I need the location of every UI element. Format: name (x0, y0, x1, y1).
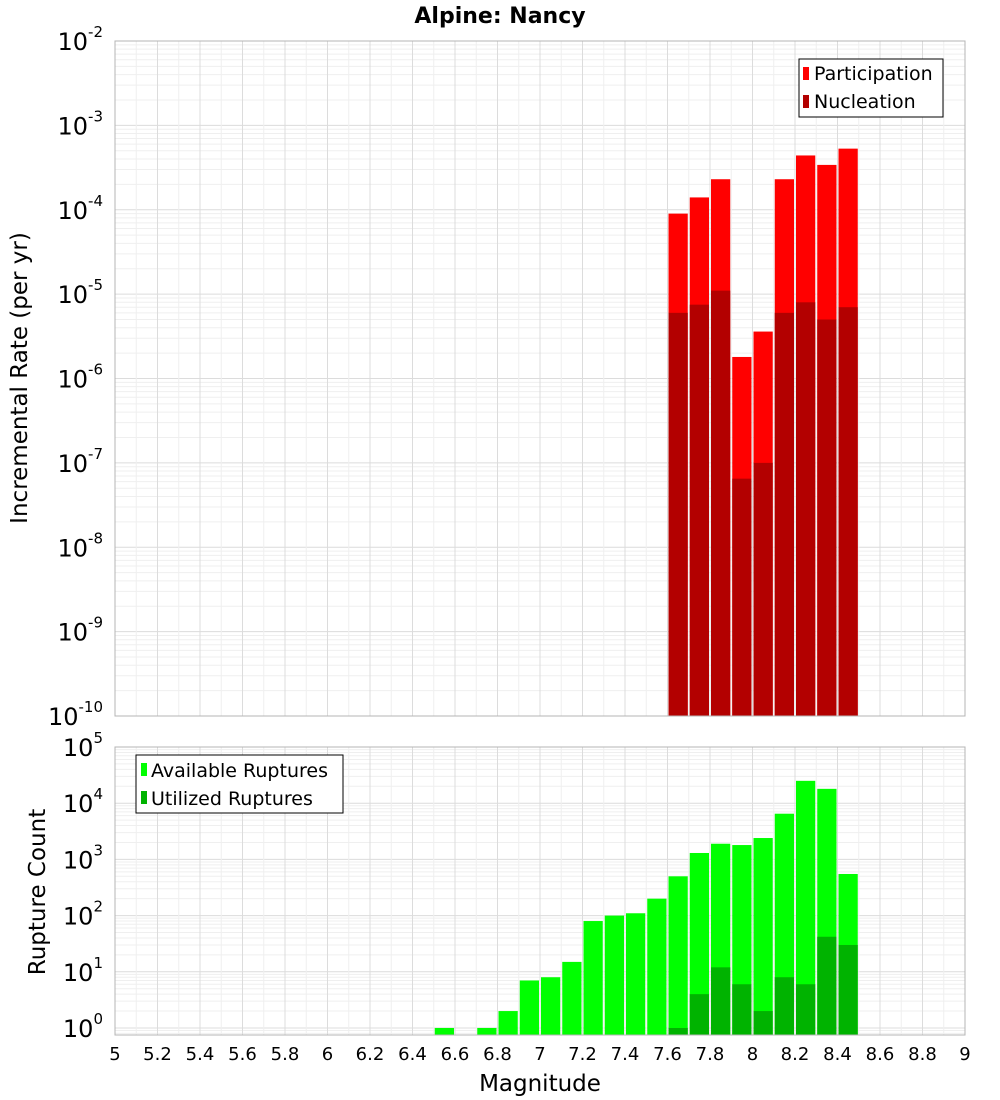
bottom-y-tick-label: 101 (63, 954, 103, 987)
x-tick-label: 5.6 (228, 1044, 257, 1065)
x-tick-label: 8.8 (908, 1044, 937, 1065)
bottom-bar-available-ruptures (519, 980, 539, 1035)
x-tick-label: 7.6 (653, 1044, 682, 1065)
bottom-bar-utilized-ruptures (668, 1027, 688, 1035)
legend-swatch-available (141, 763, 147, 776)
bottom-y-tick-label: 100 (63, 1010, 103, 1043)
x-tick-label: 8 (747, 1044, 758, 1065)
top-bar-nucleation (689, 304, 709, 716)
bottom-y-axis-title: Rupture Count (25, 809, 51, 975)
x-tick-label: 6.2 (356, 1044, 385, 1065)
legend-label-nucleation: Nucleation (814, 91, 916, 113)
x-tick-label: 5.4 (186, 1044, 215, 1065)
top-legend: Participation Nucleation (798, 58, 944, 118)
top-bar-nucleation (817, 319, 837, 716)
top-plot-border (114, 40, 966, 717)
bottom-bar-available-ruptures (796, 780, 816, 1035)
x-tick-label: 5.2 (143, 1044, 172, 1065)
top-panel: 10-10 10-9 10-8 10-7 10-6 10-5 10-4 10-3 10-2 In… (7, 23, 966, 731)
top-y-tick-label: 10-4 (57, 192, 103, 225)
top-y-tick-label: 10-6 (57, 361, 103, 394)
top-grid (114, 41, 966, 717)
bottom-bar-utilized-ruptures (711, 967, 731, 1035)
x-tick-label: 7.2 (568, 1044, 597, 1065)
bottom-y-tick-label: 105 (63, 729, 103, 762)
bottom-bar-utilized-ruptures (796, 984, 816, 1035)
top-y-tick-label: 10-9 (57, 614, 103, 647)
chart-title: Alpine: Nancy (414, 4, 585, 29)
top-y-tick-label: 10-3 (57, 107, 103, 140)
top-bar-nucleation (711, 290, 731, 716)
bottom-bar-available-ruptures (562, 961, 582, 1035)
bottom-bar-available-ruptures (689, 852, 709, 1035)
top-bar-nucleation (838, 307, 858, 716)
legend-swatch-utilized (141, 791, 147, 804)
x-tick-label: 6.8 (483, 1044, 512, 1065)
bottom-bar-utilized-ruptures (774, 977, 794, 1035)
legend-swatch-participation (803, 67, 809, 80)
x-tick-label: 6.4 (398, 1044, 427, 1065)
bottom-bar-available-ruptures (498, 1011, 518, 1035)
bottom-bars (434, 780, 858, 1035)
x-tick-labels: 5 5.2 5.4 5.6 5.8 6 6.2 6.4 6.6 6.8 7 7.2 7.4 7.6 7.8 8… (109, 1044, 970, 1065)
bottom-y-tick-label: 104 (63, 785, 103, 818)
top-y-tick-label: 10-2 (57, 23, 103, 56)
x-tick-label: 5 (109, 1044, 120, 1065)
top-y-tick-label: 10-8 (57, 529, 103, 562)
bottom-bar-available-ruptures (753, 838, 773, 1035)
bottom-bar-utilized-ruptures (817, 936, 837, 1035)
bottom-legend: Available Ruptures Utilized Ruptures (135, 754, 344, 814)
top-bar-nucleation (796, 302, 816, 716)
x-tick-label: 8.4 (823, 1044, 852, 1065)
top-legend-box (798, 58, 944, 118)
top-y-tick-label: 10-5 (57, 276, 103, 309)
top-bar-nucleation (668, 312, 688, 716)
bottom-panel: 100 101 102 103 104 105 5 5.2 5.4 5.6 5.8 6 6.2 6.4 6… (25, 729, 971, 1097)
top-y-tick-label: 10-7 (57, 445, 103, 478)
bottom-bar-available-ruptures (583, 921, 603, 1035)
top-y-tick-label: 10-10 (48, 698, 103, 731)
legend-swatch-nucleation (803, 95, 809, 108)
top-bar-nucleation (732, 478, 752, 716)
x-tick-label: 5.8 (271, 1044, 300, 1065)
top-y-axis-title: Incremental Rate (per yr) (7, 232, 33, 524)
x-tick-label: 7 (534, 1044, 545, 1065)
bottom-bar-available-ruptures (541, 977, 561, 1035)
bottom-plot-border (114, 746, 966, 1036)
x-tick-label: 7.4 (611, 1044, 640, 1065)
bottom-bar-utilized-ruptures (689, 994, 709, 1035)
bottom-bar-available-ruptures (626, 913, 646, 1035)
bottom-bar-utilized-ruptures (838, 944, 858, 1035)
bottom-bar-utilized-ruptures (753, 1011, 773, 1035)
bottom-bar-available-ruptures (668, 876, 688, 1035)
bottom-bar-available-ruptures (434, 1027, 454, 1035)
bottom-legend-box (135, 754, 344, 814)
legend-label-available: Available Ruptures (151, 760, 328, 782)
x-tick-label: 9 (959, 1044, 970, 1065)
legend-label-utilized: Utilized Ruptures (151, 788, 313, 810)
top-bar-nucleation (753, 462, 773, 716)
bottom-y-tick-label: 103 (63, 841, 103, 874)
legend-label-participation: Participation (814, 63, 933, 85)
x-tick-label: 6.6 (441, 1044, 470, 1065)
bottom-bar-utilized-ruptures (732, 984, 752, 1035)
top-bars (668, 148, 858, 717)
bottom-bar-available-ruptures (604, 915, 624, 1035)
bottom-bar-available-ruptures (477, 1027, 497, 1035)
bottom-y-tick-label: 102 (63, 898, 103, 931)
top-y-tick-labels: 10-10 10-9 10-8 10-7 10-6 10-5 10-4 10-3 10-2 (48, 23, 103, 731)
x-tick-label: 8.2 (781, 1044, 810, 1065)
top-bar-nucleation (774, 312, 794, 716)
bottom-y-tick-labels: 100 101 102 103 104 105 (63, 729, 103, 1043)
x-axis-title: Magnitude (479, 1071, 601, 1097)
x-tick-label: 7.8 (696, 1044, 725, 1065)
x-tick-label: 8.6 (866, 1044, 895, 1065)
bottom-bar-available-ruptures (647, 898, 667, 1035)
x-tick-label: 6 (322, 1044, 333, 1065)
